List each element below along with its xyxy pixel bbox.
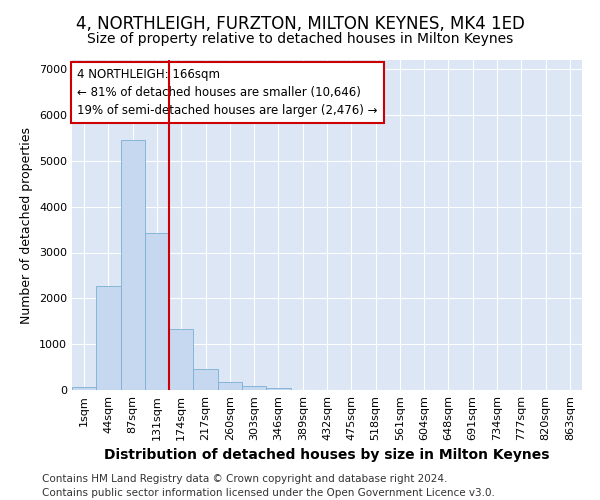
X-axis label: Distribution of detached houses by size in Milton Keynes: Distribution of detached houses by size … xyxy=(104,448,550,462)
Bar xyxy=(96,286,121,390)
Y-axis label: Number of detached properties: Number of detached properties xyxy=(20,126,34,324)
Text: 4 NORTHLEIGH: 166sqm
← 81% of detached houses are smaller (10,646)
19% of semi-d: 4 NORTHLEIGH: 166sqm ← 81% of detached h… xyxy=(77,68,377,117)
Text: 4, NORTHLEIGH, FURZTON, MILTON KEYNES, MK4 1ED: 4, NORTHLEIGH, FURZTON, MILTON KEYNES, M… xyxy=(76,15,524,33)
Bar xyxy=(242,386,266,390)
Bar xyxy=(266,388,290,390)
Text: Contains HM Land Registry data © Crown copyright and database right 2024.
Contai: Contains HM Land Registry data © Crown c… xyxy=(42,474,495,498)
Bar xyxy=(145,233,169,390)
Bar xyxy=(121,140,145,390)
Bar xyxy=(169,329,193,390)
Bar xyxy=(193,369,218,390)
Bar xyxy=(218,382,242,390)
Bar xyxy=(72,387,96,390)
Text: Size of property relative to detached houses in Milton Keynes: Size of property relative to detached ho… xyxy=(87,32,513,46)
